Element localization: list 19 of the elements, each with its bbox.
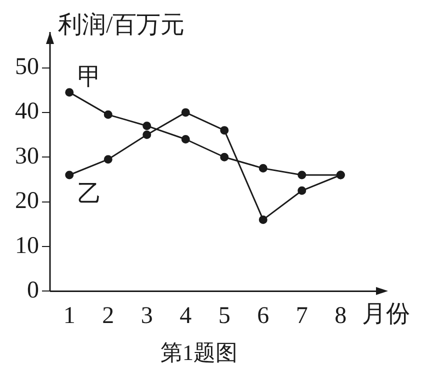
x-tick-label: 5 [218,302,230,329]
x-axis-title: 月份 [362,301,410,328]
y-tick-label: 30 [15,143,39,170]
y-tick-label: 50 [15,54,39,80]
series-label: 甲 [77,64,102,91]
text: 第1题图 [160,339,238,367]
x-tick-label: 7 [296,302,308,329]
y-tick-label: 40 [15,98,39,125]
y-tick-label: 0 [27,277,39,304]
x-tick-label: 1 [63,302,76,329]
x-tick-label: 6 [257,302,270,329]
y-tick-label: 20 [15,188,39,214]
y-axis-title: 利润/百万元 [58,11,185,38]
x-tick-label: 8 [334,302,347,329]
x-tick-label: 4 [180,302,192,329]
x-tick-label: 3 [140,302,153,329]
series-label: 乙 [77,181,102,208]
x-tick-label: 2 [102,302,114,329]
y-tick-label: 10 [15,232,39,259]
